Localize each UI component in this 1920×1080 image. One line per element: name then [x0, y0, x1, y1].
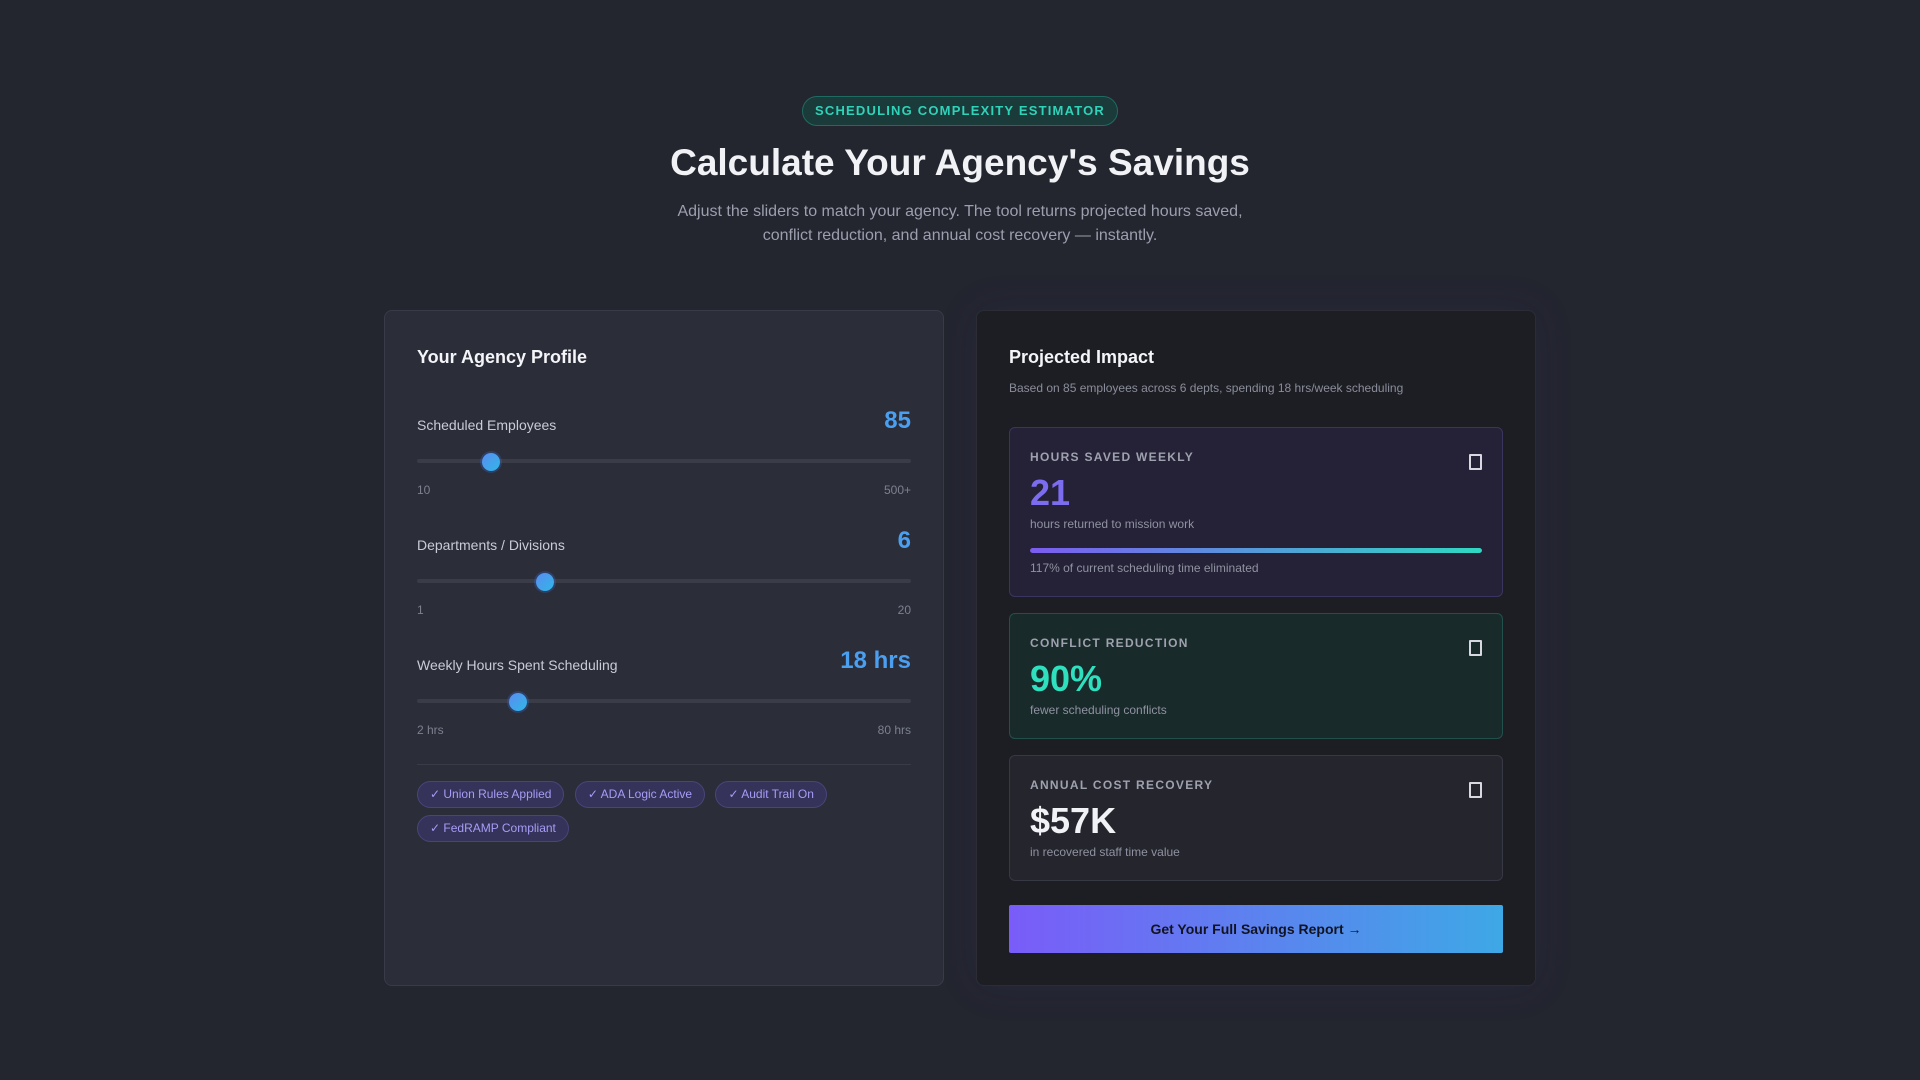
hours-saved-progress-fill [1030, 548, 1482, 553]
profile-divider [417, 764, 911, 765]
projected-impact-subtitle: Based on 85 employees across 6 depts, sp… [1009, 381, 1404, 395]
page-subtitle: Adjust the sliders to match your agency.… [677, 203, 1243, 244]
departments-slider-label: Departments / Divisions [417, 537, 565, 553]
tag-fedramp: ✓ FedRAMP Compliant [417, 815, 569, 842]
hours-saved-card: HOURS SAVED WEEKLY 21 hours returned to … [1009, 427, 1503, 597]
departments-slider-group: Departments / Divisions 6 1 20 [417, 527, 911, 617]
document-icon [1469, 454, 1482, 470]
employees-slider-thumb[interactable] [482, 453, 501, 471]
hours-saved-progress-text: 117% of current scheduling time eliminat… [1030, 561, 1259, 575]
agency-profile-panel: Your Agency Profile Scheduled Employees … [384, 310, 944, 986]
projected-impact-title: Projected Impact [1009, 347, 1155, 367]
annual-cost-recovery-desc: in recovered staff time value [1030, 845, 1180, 859]
hours-saved-label: HOURS SAVED WEEKLY [1030, 450, 1195, 464]
agency-profile-title: Your Agency Profile [417, 347, 588, 367]
conflict-reduction-desc: fewer scheduling conflicts [1030, 703, 1167, 717]
employees-slider-label: Scheduled Employees [417, 417, 557, 433]
tag-audit-trail: ✓ Audit Trail On [715, 781, 827, 808]
estimator-badge: SCHEDULING COMPLEXITY ESTIMATOR [802, 96, 1118, 126]
annual-cost-recovery-label: ANNUAL COST RECOVERY [1030, 778, 1214, 792]
employees-slider-min: 10 [417, 483, 431, 497]
departments-slider-max: 20 [897, 603, 911, 617]
document-icon [1469, 640, 1482, 656]
employees-slider-track[interactable] [417, 459, 911, 463]
departments-slider-track[interactable] [417, 579, 911, 583]
page-header: SCHEDULING COMPLEXITY ESTIMATOR Calculat… [0, 96, 1920, 248]
annual-cost-recovery-value: $57K [1030, 800, 1117, 841]
hours-slider-group: Weekly Hours Spent Scheduling 18 hrs 2 h… [417, 647, 911, 737]
full-savings-report-button[interactable]: Get Your Full Savings Report → [1009, 905, 1503, 953]
employees-slider-value: 85 [884, 407, 911, 434]
departments-slider-thumb[interactable] [536, 573, 555, 591]
departments-slider-value: 6 [897, 527, 911, 554]
hours-saved-desc: hours returned to mission work [1030, 517, 1195, 531]
hours-saved-progress [1030, 548, 1482, 553]
departments-slider-min: 1 [417, 603, 424, 617]
tag-ada-logic: ✓ ADA Logic Active [574, 781, 706, 808]
employees-slider-max: 500+ [883, 483, 911, 497]
document-icon [1469, 782, 1482, 798]
conflict-reduction-card: CONFLICT REDUCTION 90% fewer scheduling … [1009, 613, 1503, 739]
conflict-reduction-label: CONFLICT REDUCTION [1030, 636, 1189, 650]
hours-slider-thumb[interactable] [509, 693, 528, 711]
hours-slider-label: Weekly Hours Spent Scheduling [417, 657, 618, 673]
employees-slider-group: Scheduled Employees 85 10 500+ [417, 407, 911, 497]
conflict-reduction-value: 90% [1030, 658, 1103, 699]
hours-saved-value: 21 [1030, 472, 1071, 513]
hours-slider-value: 18 hrs [840, 647, 911, 674]
hours-slider-min: 2 hrs [417, 723, 444, 737]
compliance-tags: ✓ Union Rules Applied ✓ ADA Logic Active… [417, 781, 911, 849]
hours-slider-track[interactable] [417, 699, 911, 703]
projected-impact-panel: Projected Impact Based on 85 employees a… [976, 310, 1536, 986]
tag-union-rules: ✓ Union Rules Applied [417, 781, 565, 808]
annual-cost-recovery-card: ANNUAL COST RECOVERY $57K in recovered s… [1009, 755, 1503, 881]
page-title: Calculate Your Agency's Savings [670, 142, 1250, 183]
hours-slider-max: 80 hrs [877, 723, 911, 737]
